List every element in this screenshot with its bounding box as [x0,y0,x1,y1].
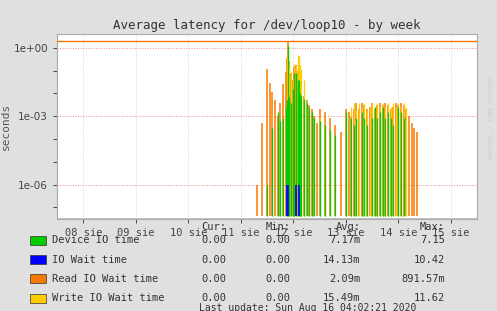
Text: 891.57m: 891.57m [401,274,445,284]
Text: 11.62: 11.62 [414,293,445,303]
Bar [30,274,46,284]
Text: 0.00: 0.00 [266,293,291,303]
Text: 2.09m: 2.09m [329,274,360,284]
Text: Cur:: Cur: [201,222,226,232]
Text: 15.49m: 15.49m [323,293,360,303]
Text: Device IO time: Device IO time [52,235,140,245]
Text: 0.00: 0.00 [266,255,291,265]
Y-axis label: seconds: seconds [0,103,11,150]
Text: 0.00: 0.00 [201,293,226,303]
Text: Read IO Wait time: Read IO Wait time [52,274,159,284]
Text: 0.00: 0.00 [201,274,226,284]
Title: Average latency for /dev/loop10 - by week: Average latency for /dev/loop10 - by wee… [113,19,421,32]
Text: IO Wait time: IO Wait time [52,255,127,265]
Text: Write IO Wait time: Write IO Wait time [52,293,165,303]
Text: 7.15: 7.15 [420,235,445,245]
Text: 14.13m: 14.13m [323,255,360,265]
Text: RRDTOOL / TOBI OETIKER: RRDTOOL / TOBI OETIKER [488,77,493,160]
Text: 0.00: 0.00 [266,235,291,245]
Text: 10.42: 10.42 [414,255,445,265]
Text: 0.00: 0.00 [201,255,226,265]
Text: 0.00: 0.00 [266,274,291,284]
Bar [30,294,46,303]
Text: Avg:: Avg: [335,222,360,232]
Text: Max:: Max: [420,222,445,232]
Text: Min:: Min: [266,222,291,232]
Bar [30,255,46,264]
Text: 0.00: 0.00 [201,235,226,245]
Text: Last update: Sun Aug 16 04:02:21 2020: Last update: Sun Aug 16 04:02:21 2020 [199,303,417,311]
Bar [30,236,46,245]
Text: 7.17m: 7.17m [329,235,360,245]
